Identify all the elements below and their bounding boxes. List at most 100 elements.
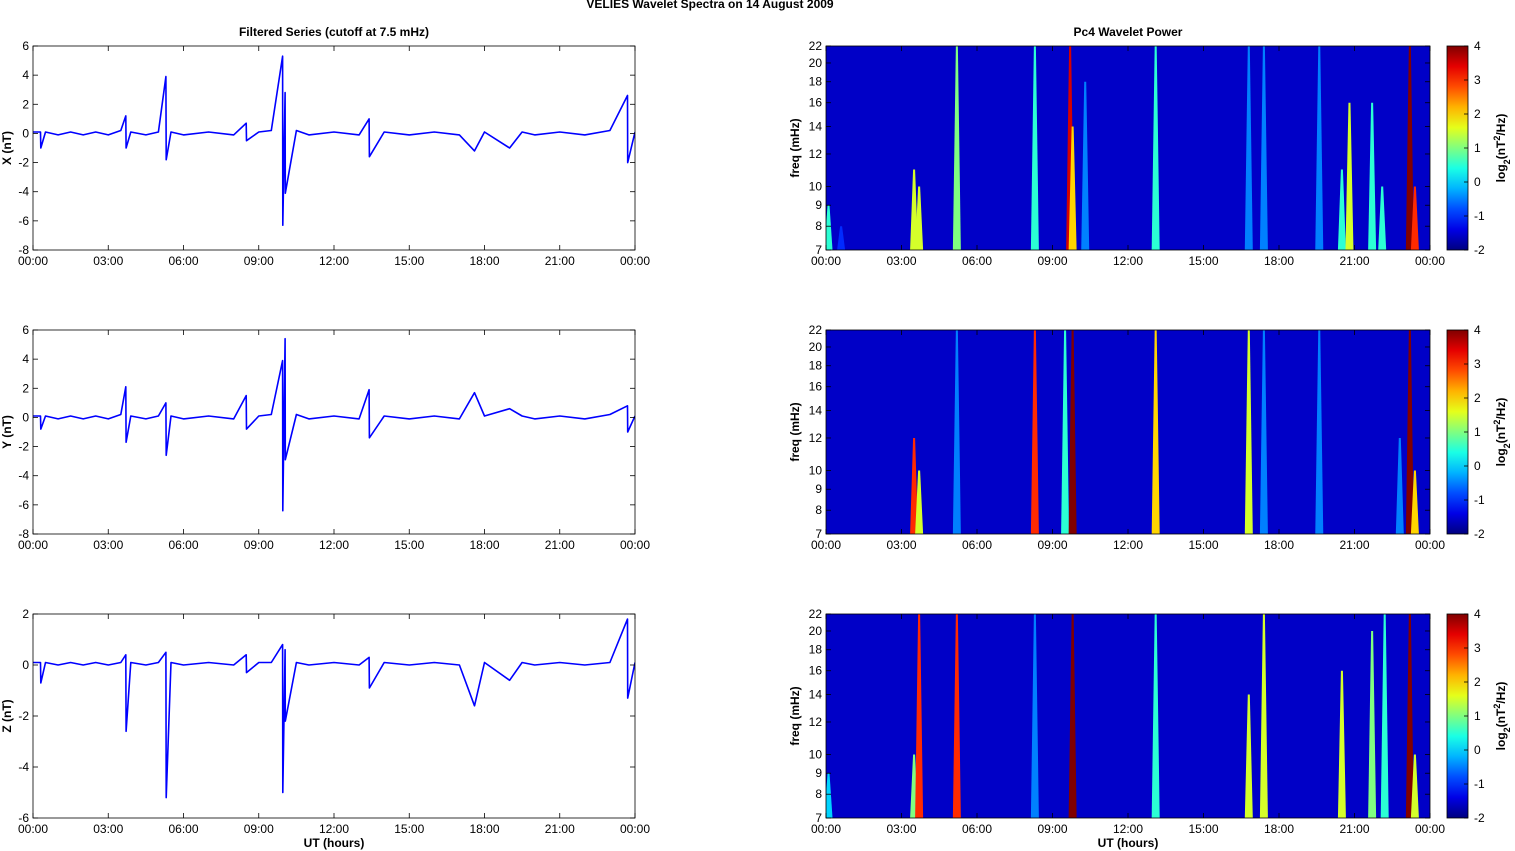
power-streak [837, 226, 846, 250]
y-tick-label: 12 [809, 147, 823, 161]
y-tick-label: 22 [809, 607, 823, 621]
y-tick-label: -2 [18, 440, 29, 454]
x-tick-label: 00:00 [811, 254, 841, 268]
y-axis-label: Z (nT) [0, 699, 14, 732]
x-tick-label: 09:00 [244, 254, 274, 268]
power-streak [1345, 102, 1354, 250]
x-tick-label: 18:00 [469, 822, 499, 836]
x-tick-label: 06:00 [962, 822, 992, 836]
x-tick-label: 00:00 [620, 538, 650, 552]
colorbar-tick-label: 3 [1474, 357, 1481, 371]
x-tick-label: 12:00 [319, 822, 349, 836]
x-tick-label: 21:00 [545, 254, 575, 268]
y-tick-label: 22 [809, 323, 823, 337]
power-streak [1259, 330, 1268, 534]
colorbar-tick-label: 2 [1474, 391, 1481, 405]
power-streak [1410, 754, 1419, 818]
x-tick-label: 03:00 [93, 538, 123, 552]
y-tick-label: 2 [22, 607, 29, 621]
y-tick-label: 16 [809, 664, 823, 678]
y-tick-label: 6 [22, 39, 29, 53]
power-streak [915, 186, 924, 250]
y-tick-label: -6 [18, 811, 29, 825]
colorbar-tick-label: 4 [1474, 607, 1481, 621]
x-tick-label: 00:00 [1415, 822, 1445, 836]
y-tick-label: 20 [809, 340, 823, 354]
x-tick-label: 03:00 [886, 254, 916, 268]
y-tick-label: 0 [22, 126, 29, 140]
heatmap-background [826, 46, 1430, 250]
colorbar-label-part: 2 [1502, 159, 1512, 164]
power-streak [1395, 437, 1404, 534]
y-tick-label: -4 [18, 185, 29, 199]
x-tick-label: 21:00 [545, 822, 575, 836]
power-streak [1068, 330, 1077, 534]
x-axis-label: UT (hours) [304, 836, 365, 850]
colorbar-tick-label: -2 [1474, 527, 1485, 541]
y-tick-label: -4 [18, 469, 29, 483]
y-tick-label: 9 [815, 198, 822, 212]
data-line [33, 618, 635, 799]
x-tick-label: 21:00 [1339, 538, 1369, 552]
heatmap-background [826, 614, 1430, 818]
figure-title: VELIES Wavelet Spectra on 14 August 2009 [586, 0, 834, 11]
colorbar-tick-label: -2 [1474, 811, 1485, 825]
power-streak [915, 614, 924, 818]
x-tick-label: 00:00 [620, 254, 650, 268]
power-streak [1405, 330, 1414, 534]
power-streak [1151, 46, 1160, 250]
x-tick-label: 15:00 [1188, 254, 1218, 268]
y-tick-label: -2 [18, 709, 29, 723]
power-streak [1244, 330, 1253, 534]
colorbar-tick-label: 1 [1474, 709, 1481, 723]
x-tick-label: 03:00 [93, 822, 123, 836]
colorbar-label-part: /Hz) [1494, 114, 1508, 136]
power-streak [1259, 614, 1268, 818]
colorbar-label: log2(nT2/Hz) [1492, 682, 1512, 751]
x-tick-label: 03:00 [886, 538, 916, 552]
y-tick-label: 2 [22, 381, 29, 395]
axes-title: Filtered Series (cutoff at 7.5 mHz) [239, 25, 429, 39]
y-tick-label: -6 [18, 498, 29, 512]
y-tick-label: 16 [809, 380, 823, 394]
x-tick-label: 00:00 [811, 538, 841, 552]
x-tick-label: 12:00 [1113, 822, 1143, 836]
y-axis-label: X (nT) [0, 131, 14, 165]
colorbar-tick-label: 1 [1474, 141, 1481, 155]
x-tick-label: 03:00 [886, 822, 916, 836]
y-tick-label: -4 [18, 760, 29, 774]
y-tick-label: 10 [809, 747, 823, 761]
plot-area [33, 330, 635, 534]
x-axis-label: UT (hours) [1098, 836, 1159, 850]
x-tick-label: 12:00 [319, 254, 349, 268]
colorbar-label-part: (nT [1494, 708, 1508, 727]
x-tick-label: 21:00 [1339, 822, 1369, 836]
colorbar-label-part: /Hz) [1494, 682, 1508, 704]
colorbar-label: log2(nT2/Hz) [1492, 398, 1512, 467]
x-tick-label: 09:00 [244, 538, 274, 552]
power-streak [1030, 330, 1039, 534]
colorbar-tick-label: 4 [1474, 39, 1481, 53]
colorbar-label-part: log [1494, 448, 1508, 466]
x-tick-label: 12:00 [1113, 538, 1143, 552]
colorbar-tick-label: 0 [1474, 175, 1481, 189]
x-tick-label: 15:00 [394, 538, 424, 552]
x-tick-label: 00:00 [18, 822, 48, 836]
power-streak [1244, 694, 1253, 818]
colorbar-label-part: (nT [1494, 424, 1508, 443]
x-tick-label: 18:00 [469, 254, 499, 268]
x-tick-label: 12:00 [1113, 254, 1143, 268]
y-tick-label: 9 [815, 482, 822, 496]
power-streak [1259, 46, 1268, 250]
colorbar-tick-label: -2 [1474, 243, 1485, 257]
y-tick-label: 22 [809, 39, 823, 53]
plot-background [33, 614, 635, 818]
y-tick-label: 8 [815, 503, 822, 517]
x-tick-label: 00:00 [811, 822, 841, 836]
x-tick-label: 15:00 [394, 254, 424, 268]
power-streak [1244, 46, 1253, 250]
y-tick-label: 8 [815, 787, 822, 801]
x-tick-label: 09:00 [1037, 822, 1067, 836]
x-tick-label: 06:00 [168, 254, 198, 268]
plot-area [33, 46, 635, 250]
